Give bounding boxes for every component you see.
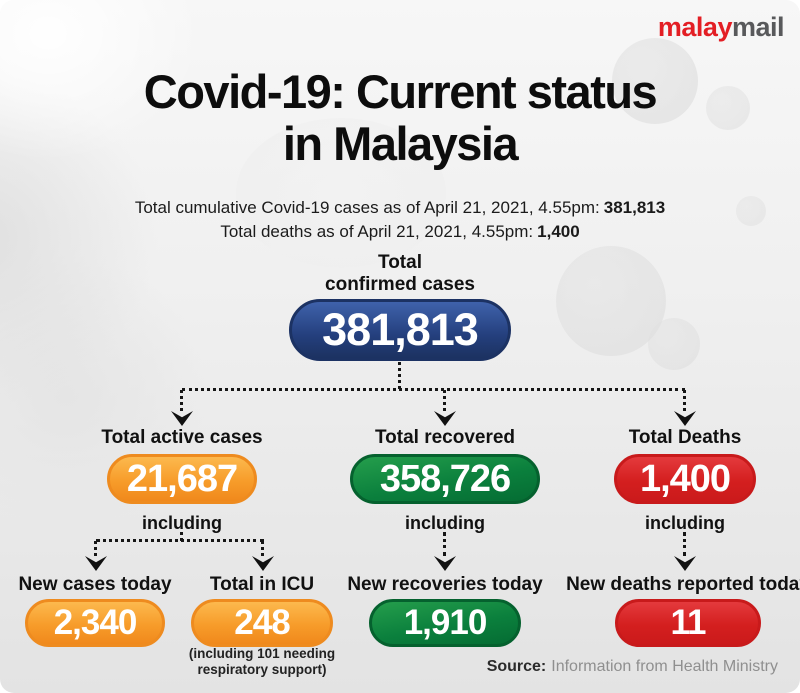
virus-decoration xyxy=(556,246,666,356)
active-split-connector xyxy=(180,532,183,541)
arrow-down-icon xyxy=(674,411,696,426)
total-deaths-value: 1,400 xyxy=(537,222,580,241)
new-deaths-connector xyxy=(683,532,686,556)
icu-connector xyxy=(261,541,264,556)
total-deaths-label: Total Deaths xyxy=(628,427,742,448)
including-label: including xyxy=(405,513,485,533)
level2-branch-connector xyxy=(182,388,685,391)
new-deaths-node: New deaths reported today 11 xyxy=(566,574,800,647)
page-title: Covid-19: Current status in Malaysia xyxy=(0,66,800,170)
recovered-node: Total recovered 358,726 including xyxy=(345,427,545,534)
virus-decoration xyxy=(706,86,750,130)
source-text: Information from Health Ministry xyxy=(551,658,778,675)
active-cases-pill: 21,687 xyxy=(107,454,257,504)
confirmed-cases-pill: 381,813 xyxy=(289,299,511,361)
malaymail-logo: malaymail xyxy=(657,12,785,43)
new-cases-label: New cases today xyxy=(18,574,172,595)
confirmed-cases-label: Total confirmed cases xyxy=(325,252,475,295)
total-deaths-node: Total Deaths 1,400 including xyxy=(585,427,785,534)
new-deaths-pill: 11 xyxy=(615,599,761,647)
logo-text-mail: mail xyxy=(731,12,785,42)
active-connector xyxy=(180,390,183,411)
active-cases-label: Total active cases xyxy=(101,427,263,448)
logo-text-malay: malay xyxy=(657,12,733,42)
icu-note: (including 101 needing respiratory suppo… xyxy=(188,646,336,677)
recovered-label: Total recovered xyxy=(374,427,516,448)
cumulative-cases-value: 381,813 xyxy=(603,198,666,217)
arrow-down-icon xyxy=(434,556,456,571)
title-line1: Covid-19: Current status xyxy=(143,65,658,118)
new-recoveries-label: New recoveries today xyxy=(347,574,543,595)
including-label: including xyxy=(645,513,725,533)
arrow-down-icon xyxy=(434,411,456,426)
root-connector xyxy=(398,362,401,389)
deaths-connector xyxy=(683,390,686,411)
source-label: Source: xyxy=(486,658,547,675)
arrow-down-icon xyxy=(674,556,696,571)
icu-pill: 248 xyxy=(191,599,333,647)
source-credit: Source: Information from Health Ministry xyxy=(487,658,778,676)
new-cases-node: New cases today 2,340 xyxy=(18,574,172,647)
subtitle: Total cumulative Covid-19 cases as of Ap… xyxy=(0,196,800,244)
new-recoveries-pill: 1,910 xyxy=(369,599,521,647)
virus-decoration xyxy=(236,118,446,268)
new-cases-connector xyxy=(94,541,97,556)
recovered-pill: 358,726 xyxy=(350,454,540,504)
virus-decoration xyxy=(612,38,698,124)
active-branch-connector xyxy=(96,539,264,542)
active-cases-node: Total active cases 21,687 including xyxy=(82,427,282,534)
subtitle-line1: Total cumulative Covid-19 cases as of Ap… xyxy=(134,198,666,217)
title-line2: in Malaysia xyxy=(282,117,519,170)
icu-label: Total in ICU xyxy=(209,574,315,595)
including-label: including xyxy=(142,513,222,533)
new-deaths-label: New deaths reported today xyxy=(566,574,800,595)
subtitle-line2: Total deaths as of April 21, 2021, 4.55p… xyxy=(220,222,580,241)
virus-decoration xyxy=(736,196,766,226)
total-deaths-pill: 1,400 xyxy=(614,454,756,504)
new-cases-pill: 2,340 xyxy=(25,599,165,647)
new-recoveries-connector xyxy=(443,532,446,556)
virus-decoration xyxy=(648,318,700,370)
new-recoveries-node: New recoveries today 1,910 xyxy=(345,574,545,647)
icu-node: Total in ICU 248 xyxy=(187,574,337,647)
recovered-connector xyxy=(443,390,446,411)
